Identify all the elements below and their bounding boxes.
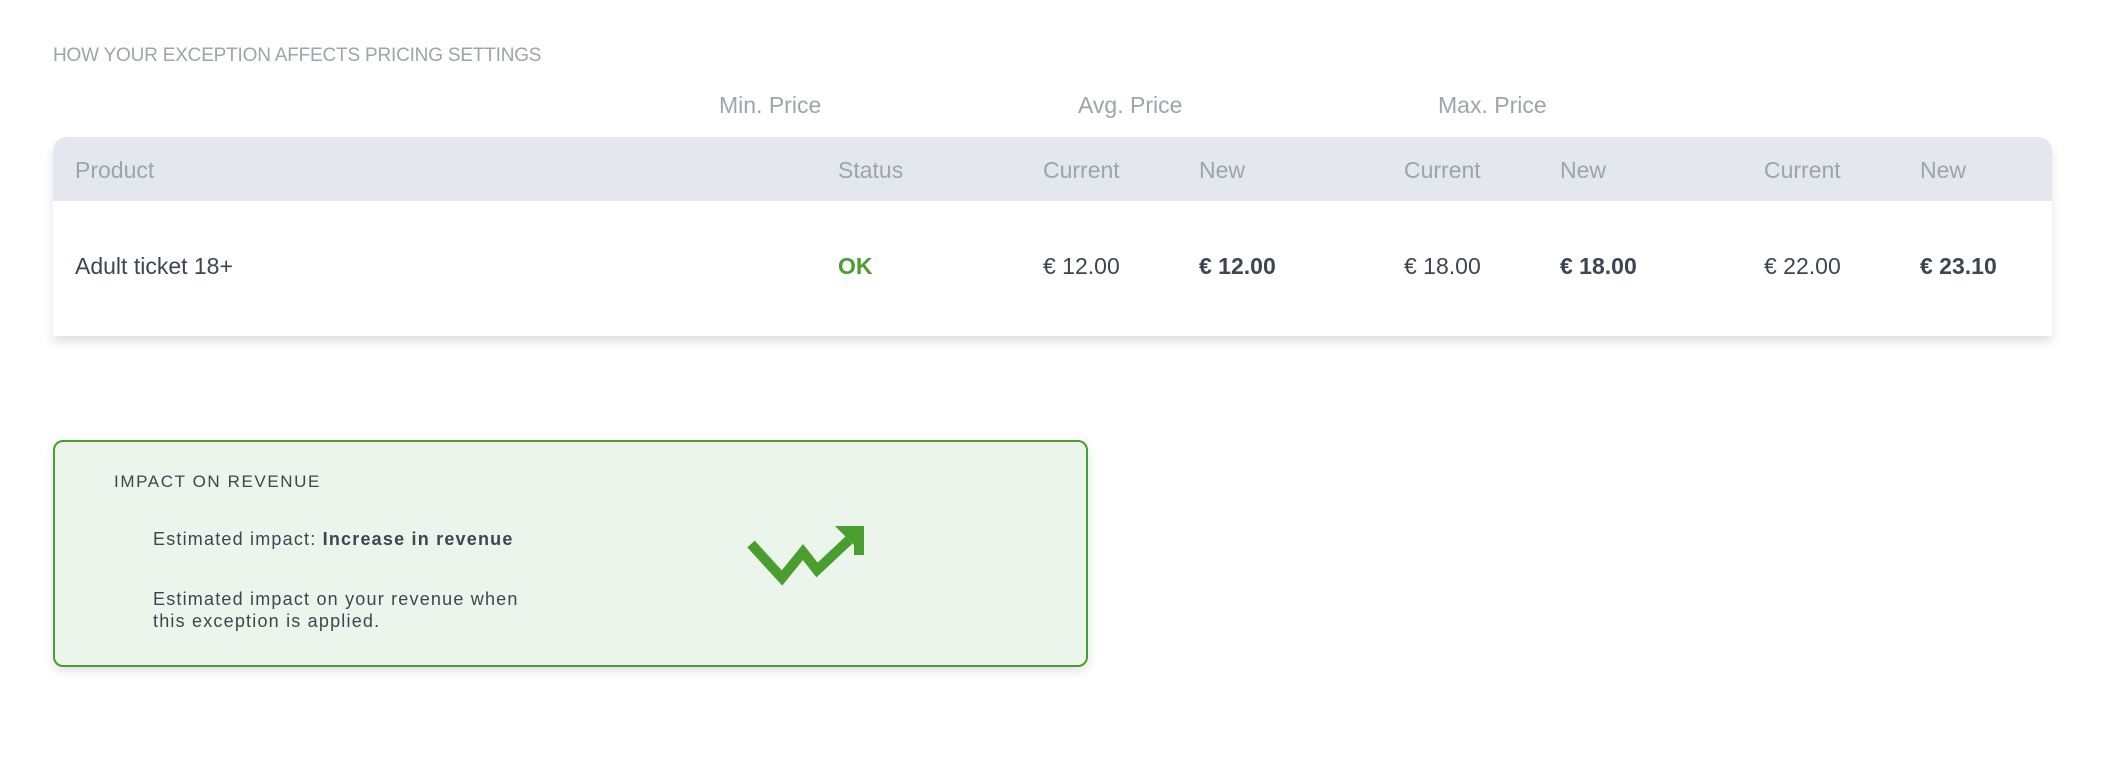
section-title: HOW YOUR EXCEPTION AFFECTS PRICING SETTI… (53, 45, 542, 66)
status-badge: OK (838, 253, 873, 279)
trending-up-icon (747, 526, 864, 586)
table-header: Product Status Current New Current New C… (53, 137, 2052, 201)
impact-on-revenue-card: IMPACT ON REVENUE Estimated impact: Incr… (53, 440, 1088, 667)
estimated-impact: Estimated impact: Increase in revenue (153, 528, 523, 550)
max-new: € 23.10 (1920, 253, 1997, 279)
group-min-price: Min. Price (719, 92, 822, 118)
group-max-price: Max. Price (1438, 92, 1547, 118)
max-current: € 22.00 (1764, 253, 1841, 279)
group-avg-price: Avg. Price (1078, 92, 1183, 118)
min-new: € 12.00 (1199, 253, 1276, 279)
estimated-impact-value: Increase in revenue (322, 529, 514, 549)
col-status: Status (838, 157, 904, 183)
col-max-current: Current (1764, 157, 1841, 183)
col-min-current: Current (1043, 157, 1120, 183)
min-current: € 12.00 (1043, 253, 1120, 279)
col-product: Product (75, 157, 155, 183)
col-avg-current: Current (1404, 157, 1481, 183)
impact-description: Estimated impact on your revenue when th… (153, 589, 519, 631)
estimated-impact-label: Estimated impact: (153, 529, 323, 549)
product-name: Adult ticket 18+ (75, 253, 233, 279)
impact-title: IMPACT ON REVENUE (114, 472, 321, 491)
pricing-table: Product Status Current New Current New C… (53, 137, 2052, 336)
avg-current: € 18.00 (1404, 253, 1481, 279)
col-avg-new: New (1560, 157, 1607, 183)
col-max-new: New (1920, 157, 1967, 183)
avg-new: € 18.00 (1560, 253, 1637, 279)
col-min-new: New (1199, 157, 1246, 183)
